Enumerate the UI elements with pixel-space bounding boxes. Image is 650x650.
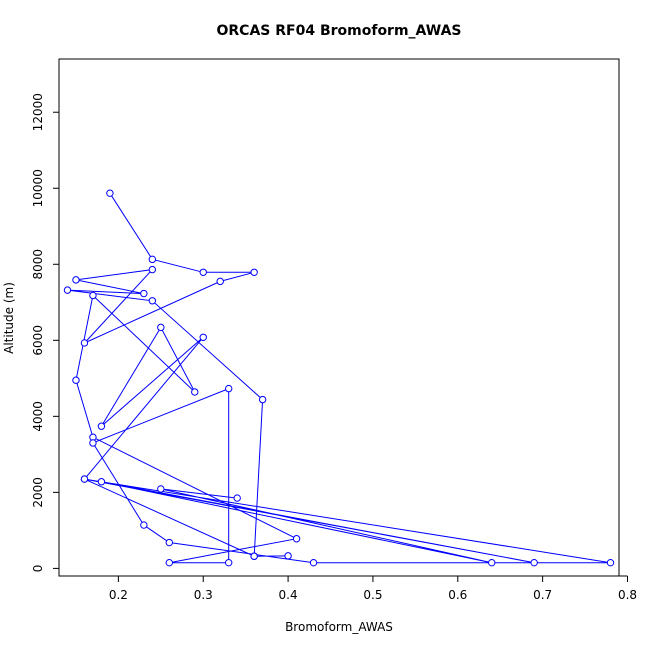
data-point	[250, 552, 258, 560]
series-line	[67, 192, 611, 564]
data-point	[148, 255, 157, 264]
data-point	[165, 538, 174, 547]
data-point	[165, 558, 174, 567]
data-point	[199, 268, 207, 276]
data-point	[309, 558, 318, 567]
data-point	[233, 494, 241, 502]
data-point	[284, 552, 292, 560]
data-point	[63, 286, 72, 294]
data-point	[191, 388, 199, 396]
x-axis-label: Bromoform_AWAS	[285, 620, 393, 634]
data-point	[148, 265, 157, 274]
x-axis: 0.2 0.3 0.4 0.5 0.6 0.7 0.8	[109, 575, 637, 602]
data-point	[72, 376, 80, 384]
x-tick-label: 0.4	[279, 588, 298, 602]
data-point	[488, 558, 496, 567]
data-point	[216, 277, 224, 286]
series-layer	[63, 189, 615, 567]
data-point	[199, 333, 207, 341]
data-point	[140, 521, 148, 529]
data-point	[258, 395, 267, 404]
x-tick-label: 0.8	[618, 588, 637, 602]
data-point	[89, 439, 97, 447]
data-point	[148, 297, 157, 305]
y-tick-label: 4000	[31, 401, 45, 432]
x-tick-label: 0.7	[533, 588, 552, 602]
data-point	[530, 558, 538, 567]
plot-area	[58, 58, 620, 577]
data-point	[97, 422, 106, 430]
x-tick-label: 0.2	[109, 588, 128, 602]
data-point	[72, 276, 80, 284]
data-point	[97, 478, 106, 486]
data-point	[292, 535, 301, 543]
data-point	[224, 558, 233, 567]
y-tick-label: 6000	[31, 325, 45, 356]
x-tick-label: 0.6	[448, 588, 467, 602]
y-tick-label: 10000	[31, 169, 45, 207]
data-point	[140, 289, 148, 298]
chart-title: ORCAS RF04 Bromoform_AWAS	[217, 23, 462, 39]
y-axis: 0 2000 4000 6000 8000 10000 12000	[31, 93, 60, 573]
data-point	[89, 291, 97, 300]
x-tick-label: 0.3	[194, 588, 213, 602]
y-tick-label: 12000	[31, 93, 45, 131]
y-tick-label: 2000	[31, 477, 45, 508]
data-point	[157, 485, 165, 493]
data-point	[157, 323, 165, 332]
data-point	[224, 384, 233, 393]
y-tick-label: 0	[31, 565, 45, 573]
y-axis-label: Altitude (m)	[2, 282, 16, 354]
data-point	[80, 339, 89, 347]
data-point	[606, 558, 615, 567]
data-point	[250, 268, 258, 276]
y-tick-label: 8000	[31, 249, 45, 280]
data-point	[106, 189, 114, 197]
x-tick-label: 0.5	[363, 588, 382, 602]
data-point	[80, 475, 89, 483]
